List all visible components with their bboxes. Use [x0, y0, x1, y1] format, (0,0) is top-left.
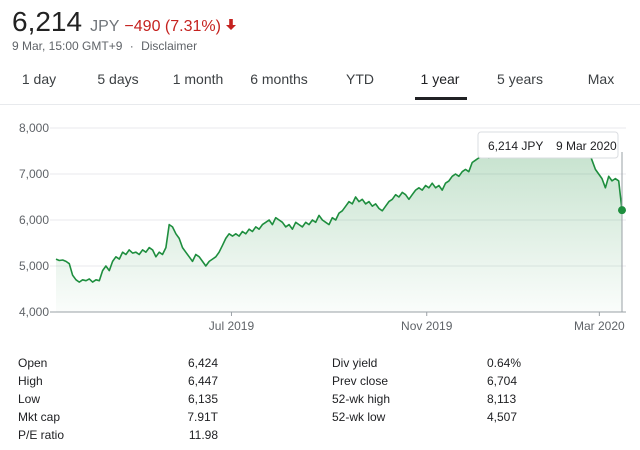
- stat-value-low: 6,135: [187, 392, 218, 406]
- stat-label-open: Open: [18, 356, 48, 370]
- tab-5-years[interactable]: 5 years: [497, 71, 543, 87]
- quote-subline: 9 Mar, 15:00 GMT+9 · Disclaimer: [12, 39, 197, 53]
- tab-1-month[interactable]: 1 month: [172, 71, 224, 87]
- stat-value-mkt-cap: 7.91T: [187, 410, 218, 424]
- hover-tooltip: 6,214 JPY 9 Mar 2020: [477, 131, 619, 159]
- tab-ytd[interactable]: YTD: [346, 71, 374, 87]
- stat-label-div-yield: Div yield: [332, 356, 378, 370]
- separator-dot: ·: [129, 39, 134, 53]
- x-tick-label: Nov 2019: [401, 319, 453, 333]
- stat-label-prev-close: Prev close: [332, 374, 389, 388]
- y-tick-label: 6,000: [19, 213, 49, 227]
- tab-6-months[interactable]: 6 months: [250, 71, 308, 87]
- stat-value-52wk-high: 8,113: [487, 392, 517, 406]
- tooltip-date: 9 Mar 2020: [556, 139, 617, 153]
- stat-value-pe-ratio: 11.98: [188, 428, 218, 442]
- active-tab-indicator: [415, 97, 467, 100]
- stat-value-open: 6,424: [187, 356, 218, 370]
- stat-value-div-yield: 0.64%: [487, 356, 522, 370]
- y-tick-label: 7,000: [19, 167, 49, 181]
- price-area-fill: [56, 132, 622, 312]
- quote-header: 6,214 JPY −490 (7.31%): [12, 6, 237, 38]
- currency-code: JPY: [90, 18, 120, 35]
- y-tick-label: 4,000: [19, 305, 49, 319]
- arrow-down-icon: [225, 18, 237, 35]
- tab-1-day[interactable]: 1 day: [21, 71, 57, 87]
- tab-max[interactable]: Max: [587, 71, 615, 87]
- current-price: 6,214: [12, 6, 83, 37]
- stat-value-52wk-low: 4,507: [487, 410, 518, 424]
- stat-label-mkt-cap: Mkt cap: [18, 410, 61, 424]
- stat-label-low: Low: [18, 392, 41, 406]
- stat-label-52wk-low: 52-wk low: [332, 410, 386, 424]
- x-tick-label: Mar 2020: [574, 319, 625, 333]
- tabs-divider: [0, 104, 640, 105]
- stat-value-prev-close: 6,704: [487, 374, 518, 388]
- price-change: −490 (7.31%): [124, 18, 221, 35]
- tab-1-year[interactable]: 1 year: [420, 71, 460, 87]
- tab-5-days[interactable]: 5 days: [97, 71, 139, 87]
- stat-value-high: 6,447: [187, 374, 218, 388]
- range-tabs: 1 day 5 days 1 month 6 months YTD 1 year…: [0, 60, 640, 100]
- disclaimer-link[interactable]: Disclaimer: [141, 39, 198, 53]
- y-tick-label: 5,000: [19, 259, 49, 273]
- y-tick-label: 8,000: [19, 121, 49, 135]
- x-tick-label: Jul 2019: [209, 319, 255, 333]
- current-point-marker: [618, 206, 626, 215]
- stat-label-52wk-high: 52-wk high: [332, 392, 391, 406]
- tooltip-price: 6,214 JPY: [488, 139, 543, 153]
- stat-label-high: High: [18, 374, 43, 388]
- price-chart[interactable]: 8,000 7,000 6,000 5,000 4,000 Jul 2019 Nov 20…: [0, 118, 640, 343]
- quote-timestamp: 9 Mar, 15:00 GMT+9: [12, 39, 123, 53]
- tooltip-box: [477, 131, 619, 159]
- stat-label-pe-ratio: P/E ratio: [18, 428, 65, 442]
